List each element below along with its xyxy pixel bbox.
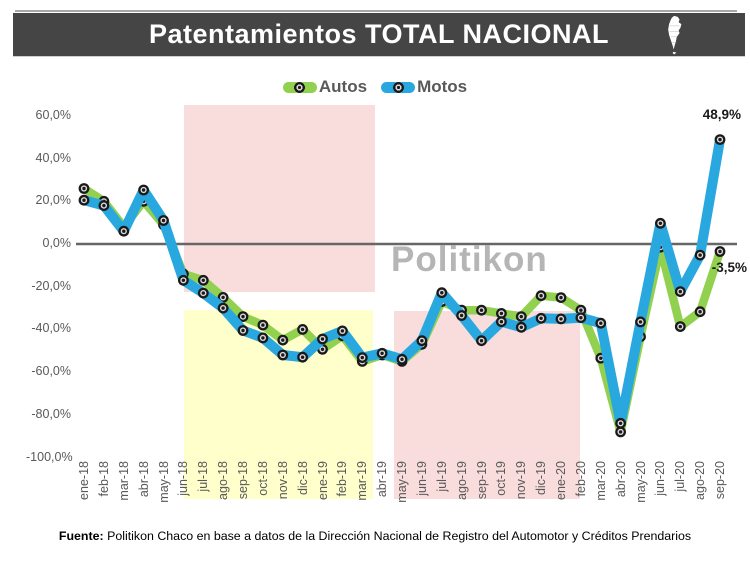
data-point-autos-nov-18 bbox=[281, 338, 285, 342]
watermark: Politikon bbox=[391, 240, 548, 279]
data-point-autos-sep-18 bbox=[241, 314, 245, 319]
source-label: Fuente: bbox=[58, 529, 104, 543]
data-point-motos-jun-18 bbox=[181, 278, 186, 282]
data-point-autos-nov-19 bbox=[519, 314, 523, 319]
data-point-motos-jul-20 bbox=[678, 289, 682, 294]
top-rule bbox=[15, 10, 737, 12]
data-point-autos-ene-18 bbox=[82, 186, 86, 191]
data-point-autos-ago-20 bbox=[698, 310, 702, 314]
data-point-autos-sep-19 bbox=[479, 308, 484, 312]
source-text: Politikon Chaco en base a datos de la Di… bbox=[103, 529, 692, 543]
data-point-motos-may-19 bbox=[400, 357, 404, 361]
data-point-motos-feb-20 bbox=[579, 316, 583, 320]
data-point-motos-jul-18 bbox=[201, 291, 205, 295]
data-point-motos-ene-19 bbox=[320, 337, 325, 341]
data-point-motos-nov-19 bbox=[519, 325, 523, 329]
data-point-motos-may-20 bbox=[638, 320, 643, 324]
data-point-motos-jul-19 bbox=[440, 291, 444, 295]
legend-item-motos: Motos bbox=[381, 77, 467, 97]
data-point-autos-abr-20 bbox=[618, 430, 623, 434]
page-title: Patentamientos TOTAL NACIONAL bbox=[148, 19, 610, 49]
title-bar: Patentamientos TOTAL NACIONAL bbox=[13, 13, 745, 57]
argentina-map-icon bbox=[668, 15, 682, 55]
data-point-motos-oct-18 bbox=[261, 336, 265, 340]
data-point-motos-sep-19 bbox=[479, 339, 484, 343]
data-point-marker-icon bbox=[294, 81, 306, 93]
data-point-motos-ago-19 bbox=[459, 313, 464, 318]
data-point-motos-mar-20 bbox=[599, 321, 603, 325]
data-point-motos-may-18 bbox=[161, 218, 166, 223]
data-point-autos-jul-18 bbox=[201, 278, 205, 282]
data-point-autos-feb-20 bbox=[579, 308, 583, 312]
data-point-motos-mar-18 bbox=[122, 229, 126, 233]
data-point-motos-ago-18 bbox=[221, 306, 225, 310]
data-point-autos-ene-19 bbox=[320, 347, 325, 351]
data-point-motos-ene-20 bbox=[559, 317, 563, 321]
autos-line-swatch bbox=[282, 81, 317, 93]
chart-legend: Autos Motos bbox=[0, 77, 750, 97]
data-point-autos-mar-20 bbox=[599, 356, 603, 360]
data-point-motos-mar-19 bbox=[360, 355, 364, 360]
source-note: Fuente: Politikon Chaco en base a datos … bbox=[0, 529, 750, 543]
data-point-autos-dic-18 bbox=[300, 327, 305, 332]
data-point-motos-dic-18 bbox=[300, 355, 305, 359]
data-point-motos-sep-20 bbox=[718, 137, 722, 142]
legend-label-motos: Motos bbox=[417, 77, 468, 96]
motos-line-swatch bbox=[381, 81, 416, 93]
data-point-autos-jul-20 bbox=[678, 324, 682, 329]
highlight-region-crisis-2018-upper bbox=[184, 105, 375, 292]
data-point-autos-dic-19 bbox=[539, 294, 543, 298]
data-point-motos-dic-19 bbox=[539, 316, 543, 320]
data-point-motos-oct-19 bbox=[499, 320, 504, 324]
data-point-autos-sep-20 bbox=[718, 249, 722, 254]
data-point-motos-jun-20 bbox=[658, 221, 663, 225]
data-point-motos-ene-18 bbox=[82, 198, 86, 202]
data-point-motos-jun-19 bbox=[420, 339, 424, 343]
data-point-motos-abr-20 bbox=[618, 421, 623, 425]
legend-label-autos: Autos bbox=[318, 77, 368, 96]
data-point-motos-feb-18 bbox=[102, 203, 106, 208]
data-point-motos-sep-18 bbox=[241, 328, 245, 333]
data-point-motos-abr-19 bbox=[380, 351, 384, 355]
legend-item-autos: Autos bbox=[282, 77, 368, 97]
data-point-autos-oct-19 bbox=[499, 311, 504, 316]
data-point-motos-feb-19 bbox=[340, 329, 345, 333]
data-point-motos-abr-18 bbox=[141, 188, 146, 192]
data-point-autos-oct-18 bbox=[261, 323, 265, 327]
data-point-autos-ene-20 bbox=[559, 295, 563, 300]
data-point-motos-ago-20 bbox=[698, 253, 702, 257]
data-point-autos-ago-18 bbox=[221, 295, 225, 300]
data-point-motos-nov-18 bbox=[281, 353, 285, 357]
data-point-marker-icon bbox=[392, 81, 404, 93]
